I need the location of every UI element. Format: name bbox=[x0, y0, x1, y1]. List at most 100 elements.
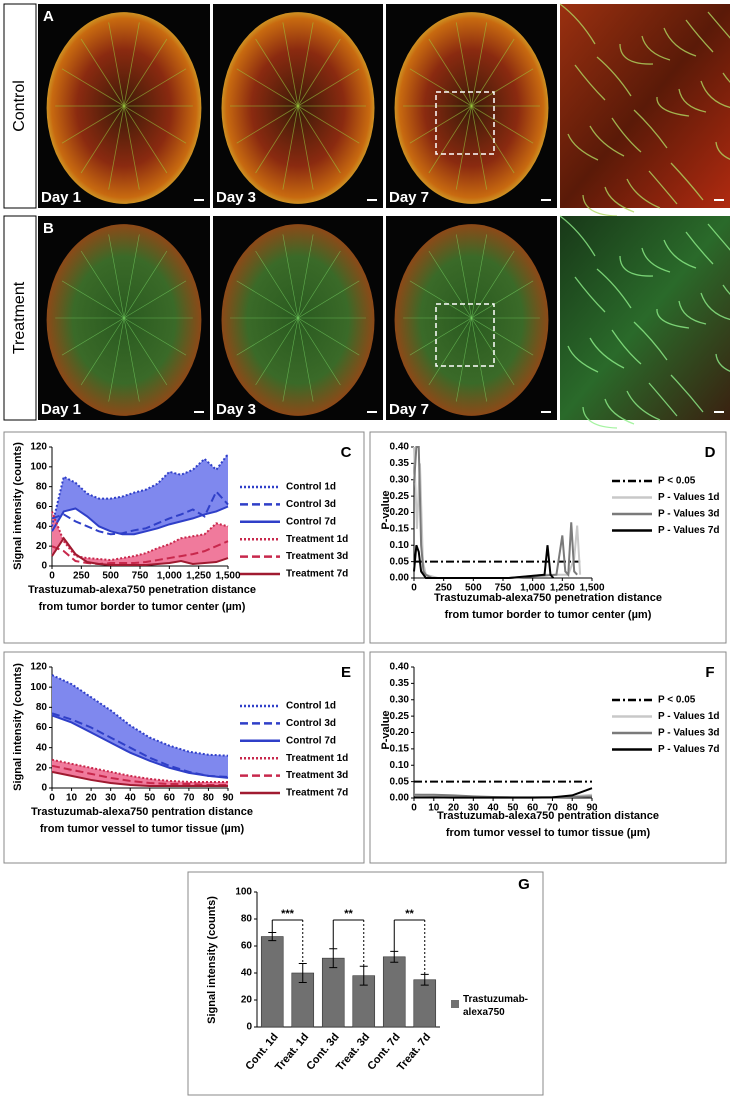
vessel bbox=[108, 234, 125, 319]
vessel bbox=[574, 276, 606, 313]
vessel bbox=[626, 178, 661, 209]
vessel bbox=[574, 64, 606, 101]
x-tick-label: 70 bbox=[183, 793, 195, 804]
vessel bbox=[707, 11, 730, 39]
vessel bbox=[611, 117, 642, 153]
legend-label: Treatment 7d bbox=[286, 788, 348, 799]
y-tick-label: 0.00 bbox=[390, 793, 410, 804]
x-tick-label: 1,250 bbox=[186, 571, 211, 582]
vessel bbox=[123, 22, 140, 107]
legend-label: P < 0.05 bbox=[658, 695, 696, 706]
vessel bbox=[589, 337, 625, 369]
x-tick-label: 750 bbox=[132, 571, 149, 582]
vessel bbox=[619, 255, 654, 277]
legend-label: P - Values 3d bbox=[658, 728, 720, 739]
y-tick-label: 80 bbox=[36, 481, 48, 492]
data-line bbox=[51, 453, 229, 527]
vessel bbox=[123, 280, 187, 319]
panel-letter: F bbox=[705, 664, 714, 681]
y-tick-label: 80 bbox=[36, 702, 48, 713]
vessel bbox=[471, 317, 534, 356]
data-line bbox=[51, 536, 229, 567]
vessel bbox=[428, 250, 472, 319]
y-tick-label: 0.35 bbox=[390, 678, 410, 689]
x-tick-label: 750 bbox=[495, 583, 512, 594]
zoom-image bbox=[560, 216, 730, 420]
x-tick-label: 70 bbox=[547, 803, 559, 814]
shaded-band bbox=[52, 675, 228, 778]
bar bbox=[413, 979, 437, 1028]
row-label-box bbox=[3, 3, 37, 209]
zoom-box bbox=[435, 91, 495, 155]
y-tick-label: 0.15 bbox=[390, 744, 410, 755]
vessel bbox=[297, 250, 341, 319]
vessel bbox=[282, 234, 299, 319]
legend-label: P - Values 7d bbox=[658, 525, 720, 536]
legend-label: Control 7d bbox=[286, 735, 336, 746]
vessel bbox=[282, 317, 299, 402]
vessel bbox=[428, 38, 472, 107]
vessel bbox=[409, 105, 472, 144]
vessel bbox=[123, 317, 187, 356]
vessel bbox=[685, 19, 714, 53]
panel-letter: D bbox=[705, 444, 716, 461]
x-tick-label: 1,500 bbox=[215, 571, 240, 582]
x-tick-label: 500 bbox=[102, 571, 119, 582]
x-tick-label: 60 bbox=[527, 803, 539, 814]
vessel bbox=[236, 68, 299, 107]
y-tick-label: 100 bbox=[30, 682, 47, 693]
vessel bbox=[471, 317, 488, 402]
vessel bbox=[619, 43, 654, 65]
data-line bbox=[414, 787, 593, 799]
y-tick-label: 0.10 bbox=[390, 760, 410, 771]
day-label: Day 3 bbox=[216, 189, 256, 206]
vessel bbox=[633, 321, 668, 361]
vessel bbox=[123, 234, 140, 319]
vessel bbox=[123, 38, 168, 107]
day-label: Day 7 bbox=[389, 189, 429, 206]
vessel bbox=[471, 105, 534, 144]
y-tick-label: 20 bbox=[241, 995, 253, 1006]
vessel bbox=[123, 317, 140, 402]
vessel bbox=[108, 22, 125, 107]
y-tick-label: 0.20 bbox=[390, 507, 410, 518]
vessel bbox=[641, 35, 671, 61]
error-bar bbox=[359, 965, 368, 986]
x-tick-label: 20 bbox=[86, 793, 98, 804]
legend-label: P - Values 7d bbox=[658, 744, 720, 755]
vessel bbox=[255, 105, 299, 174]
x-axis-label: from tumor border to tumor center (µm) bbox=[445, 609, 652, 621]
vessel bbox=[297, 105, 360, 144]
x-tick-label: 30 bbox=[105, 793, 117, 804]
vessel bbox=[626, 390, 661, 421]
x-tick-label: 1,500 bbox=[579, 583, 604, 594]
vessel bbox=[409, 280, 472, 319]
tumor-section bbox=[394, 224, 549, 416]
x-tick-label: 40 bbox=[488, 803, 500, 814]
vessel bbox=[297, 105, 341, 174]
vessel bbox=[428, 105, 472, 174]
panel-frame bbox=[369, 431, 727, 644]
error-bar bbox=[420, 973, 429, 986]
legend-label-box: Trastuzumab-alexa750 bbox=[463, 994, 529, 1018]
vessel bbox=[589, 125, 625, 157]
legend-label: Trastuzumab-alexa750 bbox=[463, 994, 529, 1018]
x-tick-label: 0 bbox=[49, 571, 55, 582]
vessel bbox=[471, 105, 488, 190]
x-axis-label: from tumor vessel to tumor tissue (µm) bbox=[40, 823, 245, 835]
legend-swatch bbox=[451, 1000, 459, 1008]
vessel bbox=[236, 105, 299, 144]
vessel bbox=[633, 109, 668, 149]
vessel bbox=[567, 345, 599, 373]
y-tick-label: 0.35 bbox=[390, 458, 410, 469]
vessel bbox=[428, 317, 472, 386]
vessel bbox=[648, 382, 678, 417]
vessel bbox=[123, 105, 187, 144]
panel-letter: G bbox=[518, 876, 530, 893]
y-tick-label: 0.10 bbox=[390, 540, 410, 551]
x-axis-label: Trastuzumab-alexa750 penetration distanc… bbox=[28, 584, 256, 596]
vessel bbox=[236, 317, 299, 356]
y-axis-label: Signal intensity (counts) bbox=[12, 663, 24, 791]
vessel bbox=[236, 280, 299, 319]
